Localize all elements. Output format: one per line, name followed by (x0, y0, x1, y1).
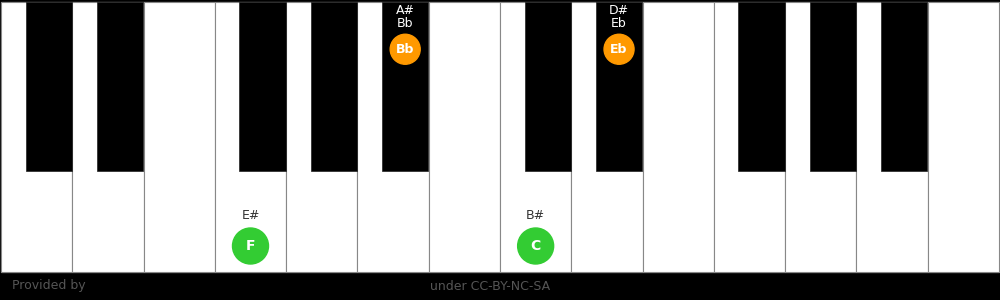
Bar (286, 2, 357, 272)
Text: E#: E# (241, 209, 260, 222)
Circle shape (604, 34, 634, 64)
Bar (144, 2, 215, 272)
Bar (571, 2, 643, 272)
Bar (215, 2, 286, 272)
Bar (97, 2, 143, 171)
Circle shape (518, 228, 554, 264)
Bar (856, 2, 928, 272)
Bar (714, 2, 785, 272)
Text: B#: B# (526, 209, 545, 222)
Text: Eb: Eb (611, 17, 627, 30)
Bar (72, 2, 144, 272)
Bar (0, 272, 1000, 300)
Bar (810, 2, 856, 171)
Text: Eb: Eb (610, 43, 628, 56)
Text: Provided by: Provided by (12, 280, 86, 292)
Bar (357, 2, 429, 272)
Bar (596, 2, 642, 171)
Bar (311, 2, 357, 171)
Bar (928, 2, 999, 272)
Bar (643, 2, 714, 272)
Bar (1, 2, 72, 272)
Bar (239, 2, 286, 171)
Bar (525, 2, 571, 171)
Bar (881, 2, 927, 171)
Bar (382, 2, 428, 171)
Text: F: F (246, 239, 255, 253)
Bar (500, 2, 571, 272)
Circle shape (233, 228, 268, 264)
Text: under CC-BY-NC-SA: under CC-BY-NC-SA (430, 280, 550, 292)
Text: Bb: Bb (396, 43, 414, 56)
Bar (738, 2, 785, 171)
Bar (26, 2, 72, 171)
Text: C: C (531, 239, 541, 253)
Bar (429, 2, 500, 272)
Text: Bb: Bb (397, 17, 413, 30)
Bar (785, 2, 856, 272)
Text: D#: D# (609, 4, 629, 17)
Circle shape (390, 34, 420, 64)
Text: A#: A# (396, 4, 415, 17)
